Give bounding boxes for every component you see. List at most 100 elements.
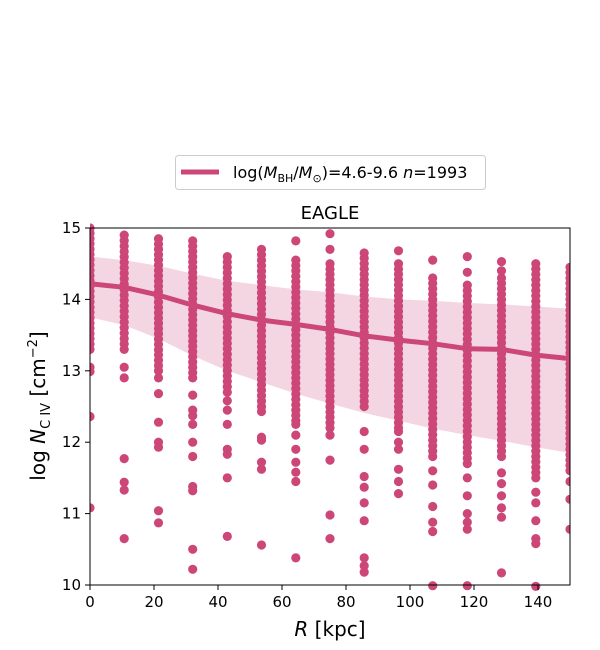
scatter-point	[188, 486, 198, 496]
scatter-point	[462, 267, 472, 277]
scatter-point	[119, 485, 129, 495]
x-tick-label: 120	[460, 593, 489, 611]
scatter-point	[188, 544, 198, 554]
y-tick-label: 12	[62, 433, 81, 451]
scatter-point	[325, 229, 335, 239]
scatter-point	[153, 506, 164, 516]
scatter-point	[188, 437, 198, 447]
scatter-point	[462, 473, 472, 483]
scatter-point	[291, 430, 301, 440]
scatter-point	[188, 451, 198, 462]
scatter-point	[291, 236, 301, 246]
scatter-point	[188, 390, 198, 400]
scatter-point	[393, 476, 404, 487]
scatter-point	[256, 435, 267, 445]
scatter-point	[291, 476, 301, 487]
scatter-point	[222, 473, 232, 483]
x-tick-label: 100	[396, 593, 425, 611]
scatter-point	[393, 444, 404, 454]
scatter-point	[188, 564, 198, 574]
scatter-points	[90, 223, 570, 591]
scatter-point	[256, 540, 267, 550]
scatter-point	[462, 280, 472, 290]
scatter-point	[359, 567, 369, 577]
scatter-point	[393, 246, 404, 256]
scatter-point	[393, 489, 404, 499]
scatter-point	[359, 498, 369, 508]
scatter-point	[119, 477, 129, 487]
scatter-point	[153, 389, 164, 399]
y-tick-label: 11	[62, 505, 81, 523]
scatter-point	[531, 516, 541, 526]
x-tick-label: 20	[144, 593, 163, 611]
scatter-point	[496, 479, 507, 489]
scatter-point	[531, 539, 541, 549]
scatter-point	[393, 426, 404, 437]
scatter-point	[90, 366, 95, 377]
x-tick-label: 140	[524, 593, 553, 611]
scatter-point	[325, 430, 335, 440]
scatter-point	[119, 534, 129, 544]
scatter-point	[119, 362, 129, 372]
scatter-point	[325, 534, 335, 544]
legend: log(MBH/M⊙)=4.6-9.6 n=1993	[175, 155, 486, 190]
scatter-point	[393, 464, 404, 474]
scatter-point	[119, 454, 129, 464]
legend-frame	[175, 155, 486, 190]
scatter-point	[359, 516, 369, 526]
y-tick-label: 13	[62, 362, 81, 380]
scatter-point	[531, 498, 541, 508]
scatter-point	[565, 524, 570, 534]
scatter-point	[428, 501, 438, 512]
scatter-point	[291, 457, 301, 467]
scatter-point	[428, 466, 438, 476]
scatter-point	[531, 259, 541, 269]
scatter-point	[359, 482, 369, 492]
scatter-point	[496, 257, 507, 267]
scatter-point	[153, 518, 164, 528]
scatter-point	[291, 467, 301, 477]
scatter-point	[222, 252, 232, 262]
scatter-point	[291, 553, 301, 563]
scatter-point	[222, 531, 232, 542]
scatter-point	[359, 444, 369, 454]
y-tick-label: 14	[62, 290, 81, 308]
x-axis-title: R [kpc]	[294, 617, 365, 641]
x-tick-label: 60	[272, 593, 291, 611]
scatter-point	[393, 437, 404, 447]
median-line-group	[90, 281, 570, 362]
scatter-point	[153, 442, 164, 452]
scatter-point	[428, 517, 438, 527]
scatter-point	[222, 396, 232, 406]
scatter-point	[565, 476, 570, 487]
scatter-point	[359, 248, 369, 258]
scatter-point	[359, 561, 369, 571]
scatter-point	[496, 273, 507, 283]
scatter-point	[291, 444, 301, 454]
scatter-point	[359, 426, 369, 437]
scatter-point	[428, 255, 438, 265]
scatter-point	[531, 487, 541, 497]
scatter-point	[462, 491, 472, 501]
scatter-point	[222, 449, 232, 459]
scatter-point	[256, 457, 267, 467]
scatter-point	[222, 405, 232, 415]
median-line	[90, 281, 570, 362]
scatter-point	[496, 266, 507, 276]
scatter-point	[496, 491, 507, 501]
scatter-point	[188, 419, 198, 429]
scatter-point	[325, 455, 335, 465]
scatter-point	[188, 411, 198, 421]
y-tick-label: 10	[62, 576, 81, 594]
scatter-point	[222, 419, 232, 429]
scatter-point	[119, 230, 129, 240]
scatter-point	[256, 464, 267, 474]
scatter-point	[462, 581, 472, 591]
legend-label: log(MBH/M⊙)=4.6-9.6 n=1993	[233, 163, 467, 185]
scatter-point	[153, 417, 164, 427]
scatter-point	[359, 471, 369, 482]
scatter-point	[393, 259, 404, 269]
scatter-point	[428, 273, 438, 283]
y-axis-title: log NC IV [cm−2]	[26, 331, 54, 480]
